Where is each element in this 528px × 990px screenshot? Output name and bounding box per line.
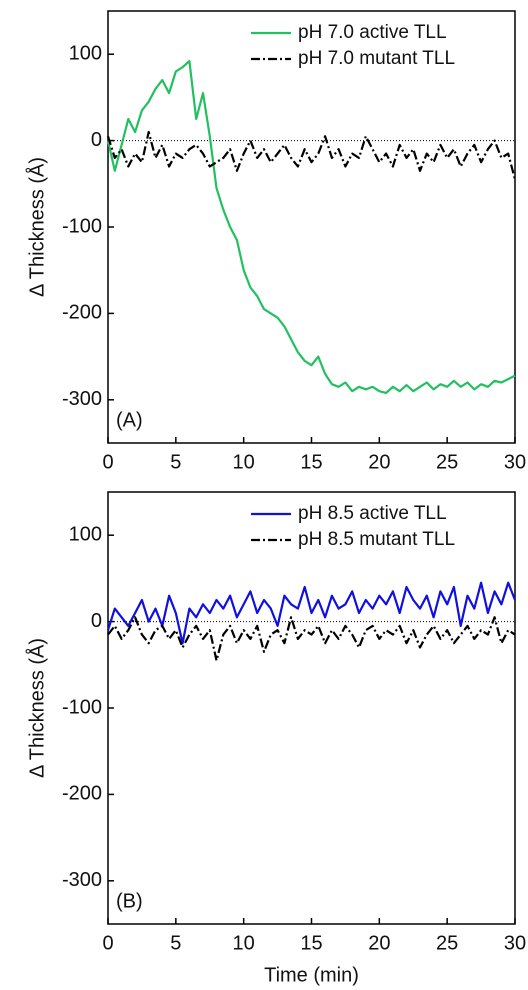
x-axis-label: Time (min) <box>264 964 359 986</box>
legend-label: pH 7.0 active TLL <box>298 22 447 43</box>
y-tick-label: 100 <box>69 42 102 64</box>
x-tick-label: 0 <box>102 451 113 473</box>
y-tick-label: 0 <box>91 129 102 151</box>
legend-label: pH 7.0 mutant TLL <box>298 48 455 69</box>
x-tick-label: 20 <box>368 932 390 954</box>
y-axis-label: Δ Thickness (Å) <box>25 157 48 297</box>
x-tick-label: 10 <box>233 451 255 473</box>
y-tick-label: -300 <box>62 388 102 410</box>
y-tick-label: -100 <box>62 696 102 718</box>
x-tick-label: 25 <box>436 451 458 473</box>
x-tick-label: 10 <box>233 932 255 954</box>
legend-label: pH 8.5 active TLL <box>298 503 447 524</box>
x-tick-label: 15 <box>300 932 322 954</box>
y-tick-label: -200 <box>62 302 102 324</box>
y-tick-label: 0 <box>91 610 102 632</box>
x-tick-label: 5 <box>170 451 181 473</box>
x-tick-label: 5 <box>170 932 181 954</box>
y-tick-label: 100 <box>69 523 102 545</box>
data-line <box>107 616 516 662</box>
x-tick-label: 15 <box>300 451 322 473</box>
plot-frame <box>107 491 516 925</box>
x-tick-label: 20 <box>368 451 390 473</box>
panel-label: (B) <box>116 890 143 912</box>
panel-label: (A) <box>116 409 143 431</box>
x-tick-label: 30 <box>504 932 526 954</box>
x-tick-label: 30 <box>504 451 526 473</box>
data-line <box>106 60 516 394</box>
data-line <box>106 581 517 645</box>
plot-frame <box>107 10 516 444</box>
x-tick-label: 25 <box>436 932 458 954</box>
y-tick-label: -100 <box>62 215 102 237</box>
data-line <box>106 130 517 180</box>
x-tick-label: 0 <box>102 932 113 954</box>
y-tick-label: -200 <box>62 783 102 805</box>
y-tick-label: -300 <box>62 869 102 891</box>
y-axis-label: Δ Thickness (Å) <box>25 638 48 778</box>
legend-label: pH 8.5 mutant TLL <box>298 529 455 550</box>
